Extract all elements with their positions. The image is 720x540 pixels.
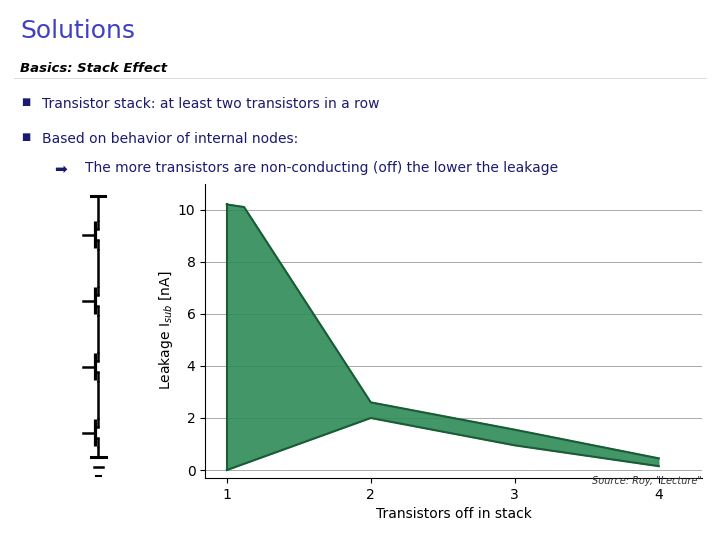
X-axis label: Transistors off in stack: Transistors off in stack — [376, 507, 531, 521]
Text: ■: ■ — [22, 97, 31, 107]
Polygon shape — [227, 205, 659, 470]
Text: ➡: ➡ — [54, 162, 67, 177]
Text: ■: ■ — [22, 132, 31, 143]
Text: Basics: Stack Effect: Basics: Stack Effect — [20, 62, 167, 75]
Text: Based on behavior of internal nodes:: Based on behavior of internal nodes: — [42, 132, 298, 146]
Text: The more transistors are non-conducting (off) the lower the leakage: The more transistors are non-conducting … — [85, 161, 558, 175]
Text: Source: Roy, "Lecture": Source: Roy, "Lecture" — [592, 476, 702, 486]
Y-axis label: Leakage I$_{sub}$ [nA]: Leakage I$_{sub}$ [nA] — [157, 271, 175, 390]
Text: Solutions: Solutions — [20, 19, 135, 43]
Text: 46: 46 — [680, 518, 702, 534]
Text: Sill Torres: Microelectronics: Sill Torres: Microelectronics — [13, 519, 194, 532]
Text: Transistor stack: at least two transistors in a row: Transistor stack: at least two transisto… — [42, 97, 379, 111]
